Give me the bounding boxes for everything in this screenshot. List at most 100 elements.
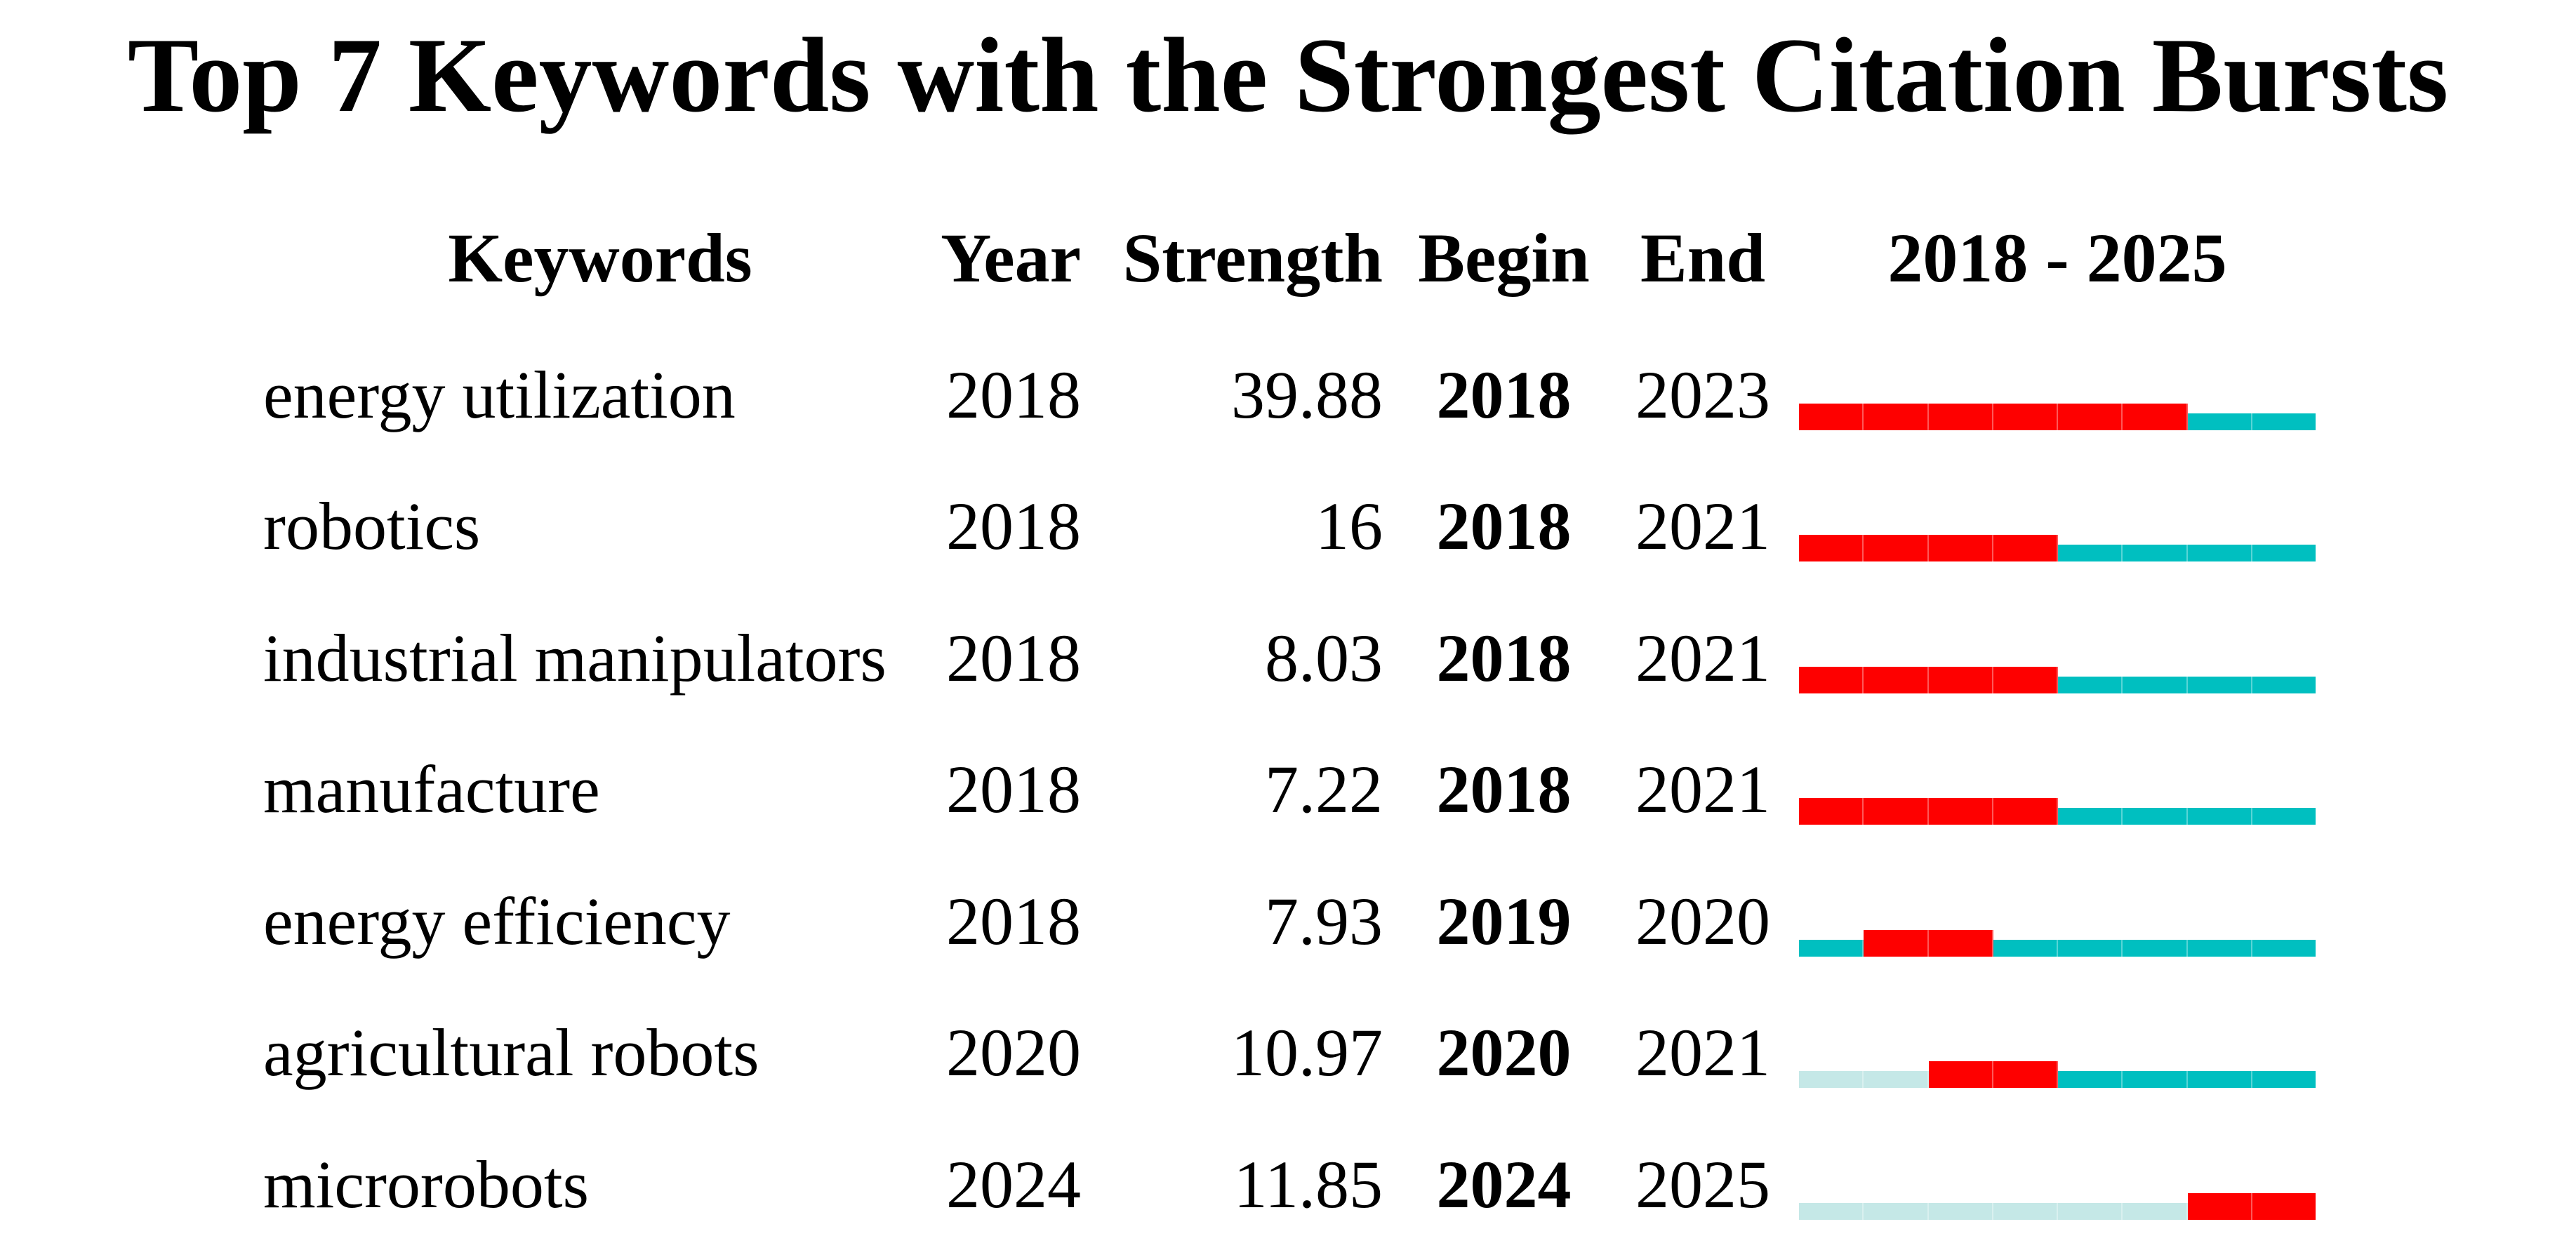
timeline-segment-2018 xyxy=(1799,535,1864,561)
timeline-segment-2019 xyxy=(1864,1203,1929,1220)
begin-cell: 2024 xyxy=(1436,1147,1572,1222)
end-cell: 2021 xyxy=(1635,620,1770,696)
timeline-segment-2020 xyxy=(1928,404,1993,430)
table-row: manufacture 2018 7.22 2018 2021 xyxy=(0,742,2576,837)
year-cell: 2018 xyxy=(946,620,1081,696)
burst-timeline-bar xyxy=(1799,798,2316,825)
table-row: robotics 2018 16 2018 2021 xyxy=(0,479,2576,573)
keyword-cell: agricultural robots xyxy=(263,1015,759,1090)
year-cell: 2024 xyxy=(946,1147,1081,1222)
timeline-segment-2023 xyxy=(2123,545,2188,561)
burst-timeline-bar xyxy=(1799,1061,2316,1088)
timeline-segment-2018 xyxy=(1799,798,1864,825)
timeline-segment-2022 xyxy=(2058,1071,2123,1088)
timeline-segment-2025 xyxy=(2252,545,2316,561)
timeline-segment-2024 xyxy=(2187,545,2252,561)
end-cell: 2021 xyxy=(1635,1015,1770,1090)
timeline-segment-2020 xyxy=(1928,535,1993,561)
strength-cell: 39.88 xyxy=(1231,357,1383,432)
table-header-row: Keywords Year Strength Begin End 2018 - … xyxy=(0,211,2576,305)
timeline-segment-2019 xyxy=(1864,930,1929,957)
table-row: energy utilization 2018 39.88 2018 2023 xyxy=(0,347,2576,442)
timeline-segment-2018 xyxy=(1799,1071,1864,1088)
timeline-segment-2023 xyxy=(2123,940,2188,957)
timeline-segment-2023 xyxy=(2123,1071,2188,1088)
table-row: energy efficiency 2018 7.93 2019 2020 xyxy=(0,874,2576,969)
strength-cell: 8.03 xyxy=(1265,620,1383,696)
timeline-segment-2019 xyxy=(1864,535,1929,561)
timeline-segment-2025 xyxy=(2252,1071,2316,1088)
timeline-segment-2024 xyxy=(2187,1071,2252,1088)
timeline-segment-2023 xyxy=(2123,1203,2188,1220)
timeline-segment-2019 xyxy=(1864,404,1929,430)
timeline-segment-2023 xyxy=(2123,404,2188,430)
timeline-segment-2022 xyxy=(2058,1203,2123,1220)
timeline-segment-2021 xyxy=(1993,404,2058,430)
timeline-segment-2025 xyxy=(2252,1193,2316,1220)
end-cell: 2023 xyxy=(1635,357,1770,432)
year-cell: 2018 xyxy=(946,884,1081,959)
timeline-segment-2025 xyxy=(2252,677,2316,693)
keyword-cell: energy utilization xyxy=(263,357,736,432)
keyword-cell: microrobots xyxy=(263,1147,589,1222)
timeline-segment-2019 xyxy=(1864,1071,1929,1088)
keyword-cell: manufacture xyxy=(263,752,600,827)
end-cell: 2025 xyxy=(1635,1147,1770,1222)
figure-title: Top 7 Keywords with the Strongest Citati… xyxy=(127,16,2449,134)
end-cell: 2020 xyxy=(1635,884,1770,959)
begin-cell: 2018 xyxy=(1436,488,1572,564)
timeline-segment-2018 xyxy=(1799,404,1864,430)
year-cell: 2018 xyxy=(946,752,1081,827)
end-cell: 2021 xyxy=(1635,752,1770,827)
timeline-segment-2018 xyxy=(1799,940,1864,957)
year-cell: 2018 xyxy=(946,488,1081,564)
begin-cell: 2020 xyxy=(1436,1015,1572,1090)
timeline-segment-2020 xyxy=(1928,1203,1993,1220)
timeline-segment-2022 xyxy=(2058,404,2123,430)
timeline-segment-2021 xyxy=(1993,667,2058,693)
timeline-segment-2025 xyxy=(2252,413,2316,430)
strength-cell: 16 xyxy=(1315,488,1383,564)
timeline-segment-2021 xyxy=(1993,535,2058,561)
timeline-segment-2022 xyxy=(2058,545,2123,561)
timeline-segment-2022 xyxy=(2058,677,2123,693)
burst-timeline-bar xyxy=(1799,1193,2316,1220)
timeline-segment-2020 xyxy=(1928,798,1993,825)
column-header-period: 2018 - 2025 xyxy=(1887,219,2227,297)
column-header-year: Year xyxy=(941,219,1081,297)
table-row: agricultural robots 2020 10.97 2020 2021 xyxy=(0,1005,2576,1100)
begin-cell: 2018 xyxy=(1436,752,1572,827)
timeline-segment-2020 xyxy=(1928,1061,1993,1088)
year-cell: 2020 xyxy=(946,1015,1081,1090)
timeline-segment-2018 xyxy=(1799,667,1864,693)
strength-cell: 7.93 xyxy=(1265,884,1383,959)
strength-cell: 10.97 xyxy=(1231,1015,1383,1090)
begin-cell: 2018 xyxy=(1436,357,1572,432)
strength-cell: 7.22 xyxy=(1265,752,1383,827)
keyword-cell: industrial manipulators xyxy=(263,620,887,696)
timeline-segment-2020 xyxy=(1928,667,1993,693)
strength-cell: 11.85 xyxy=(1233,1147,1383,1222)
timeline-segment-2025 xyxy=(2252,940,2316,957)
keyword-cell: energy efficiency xyxy=(263,884,731,959)
table-row: industrial manipulators 2018 8.03 2018 2… xyxy=(0,611,2576,705)
burst-timeline-bar xyxy=(1799,535,2316,561)
timeline-segment-2022 xyxy=(2058,940,2123,957)
timeline-segment-2019 xyxy=(1864,667,1929,693)
timeline-segment-2023 xyxy=(2123,808,2188,825)
end-cell: 2021 xyxy=(1635,488,1770,564)
timeline-segment-2024 xyxy=(2187,940,2252,957)
column-header-strength: Strength xyxy=(1122,219,1383,297)
table-row: microrobots 2024 11.85 2024 2025 xyxy=(0,1137,2576,1232)
timeline-segment-2021 xyxy=(1993,798,2058,825)
timeline-segment-2021 xyxy=(1993,1061,2058,1088)
burst-timeline-bar xyxy=(1799,930,2316,957)
column-header-keywords: Keywords xyxy=(448,219,752,297)
timeline-segment-2024 xyxy=(2187,413,2252,430)
timeline-segment-2024 xyxy=(2187,677,2252,693)
burst-timeline-bar xyxy=(1799,404,2316,430)
timeline-segment-2021 xyxy=(1993,1203,2058,1220)
timeline-segment-2023 xyxy=(2123,677,2188,693)
column-header-begin: Begin xyxy=(1418,219,1590,297)
